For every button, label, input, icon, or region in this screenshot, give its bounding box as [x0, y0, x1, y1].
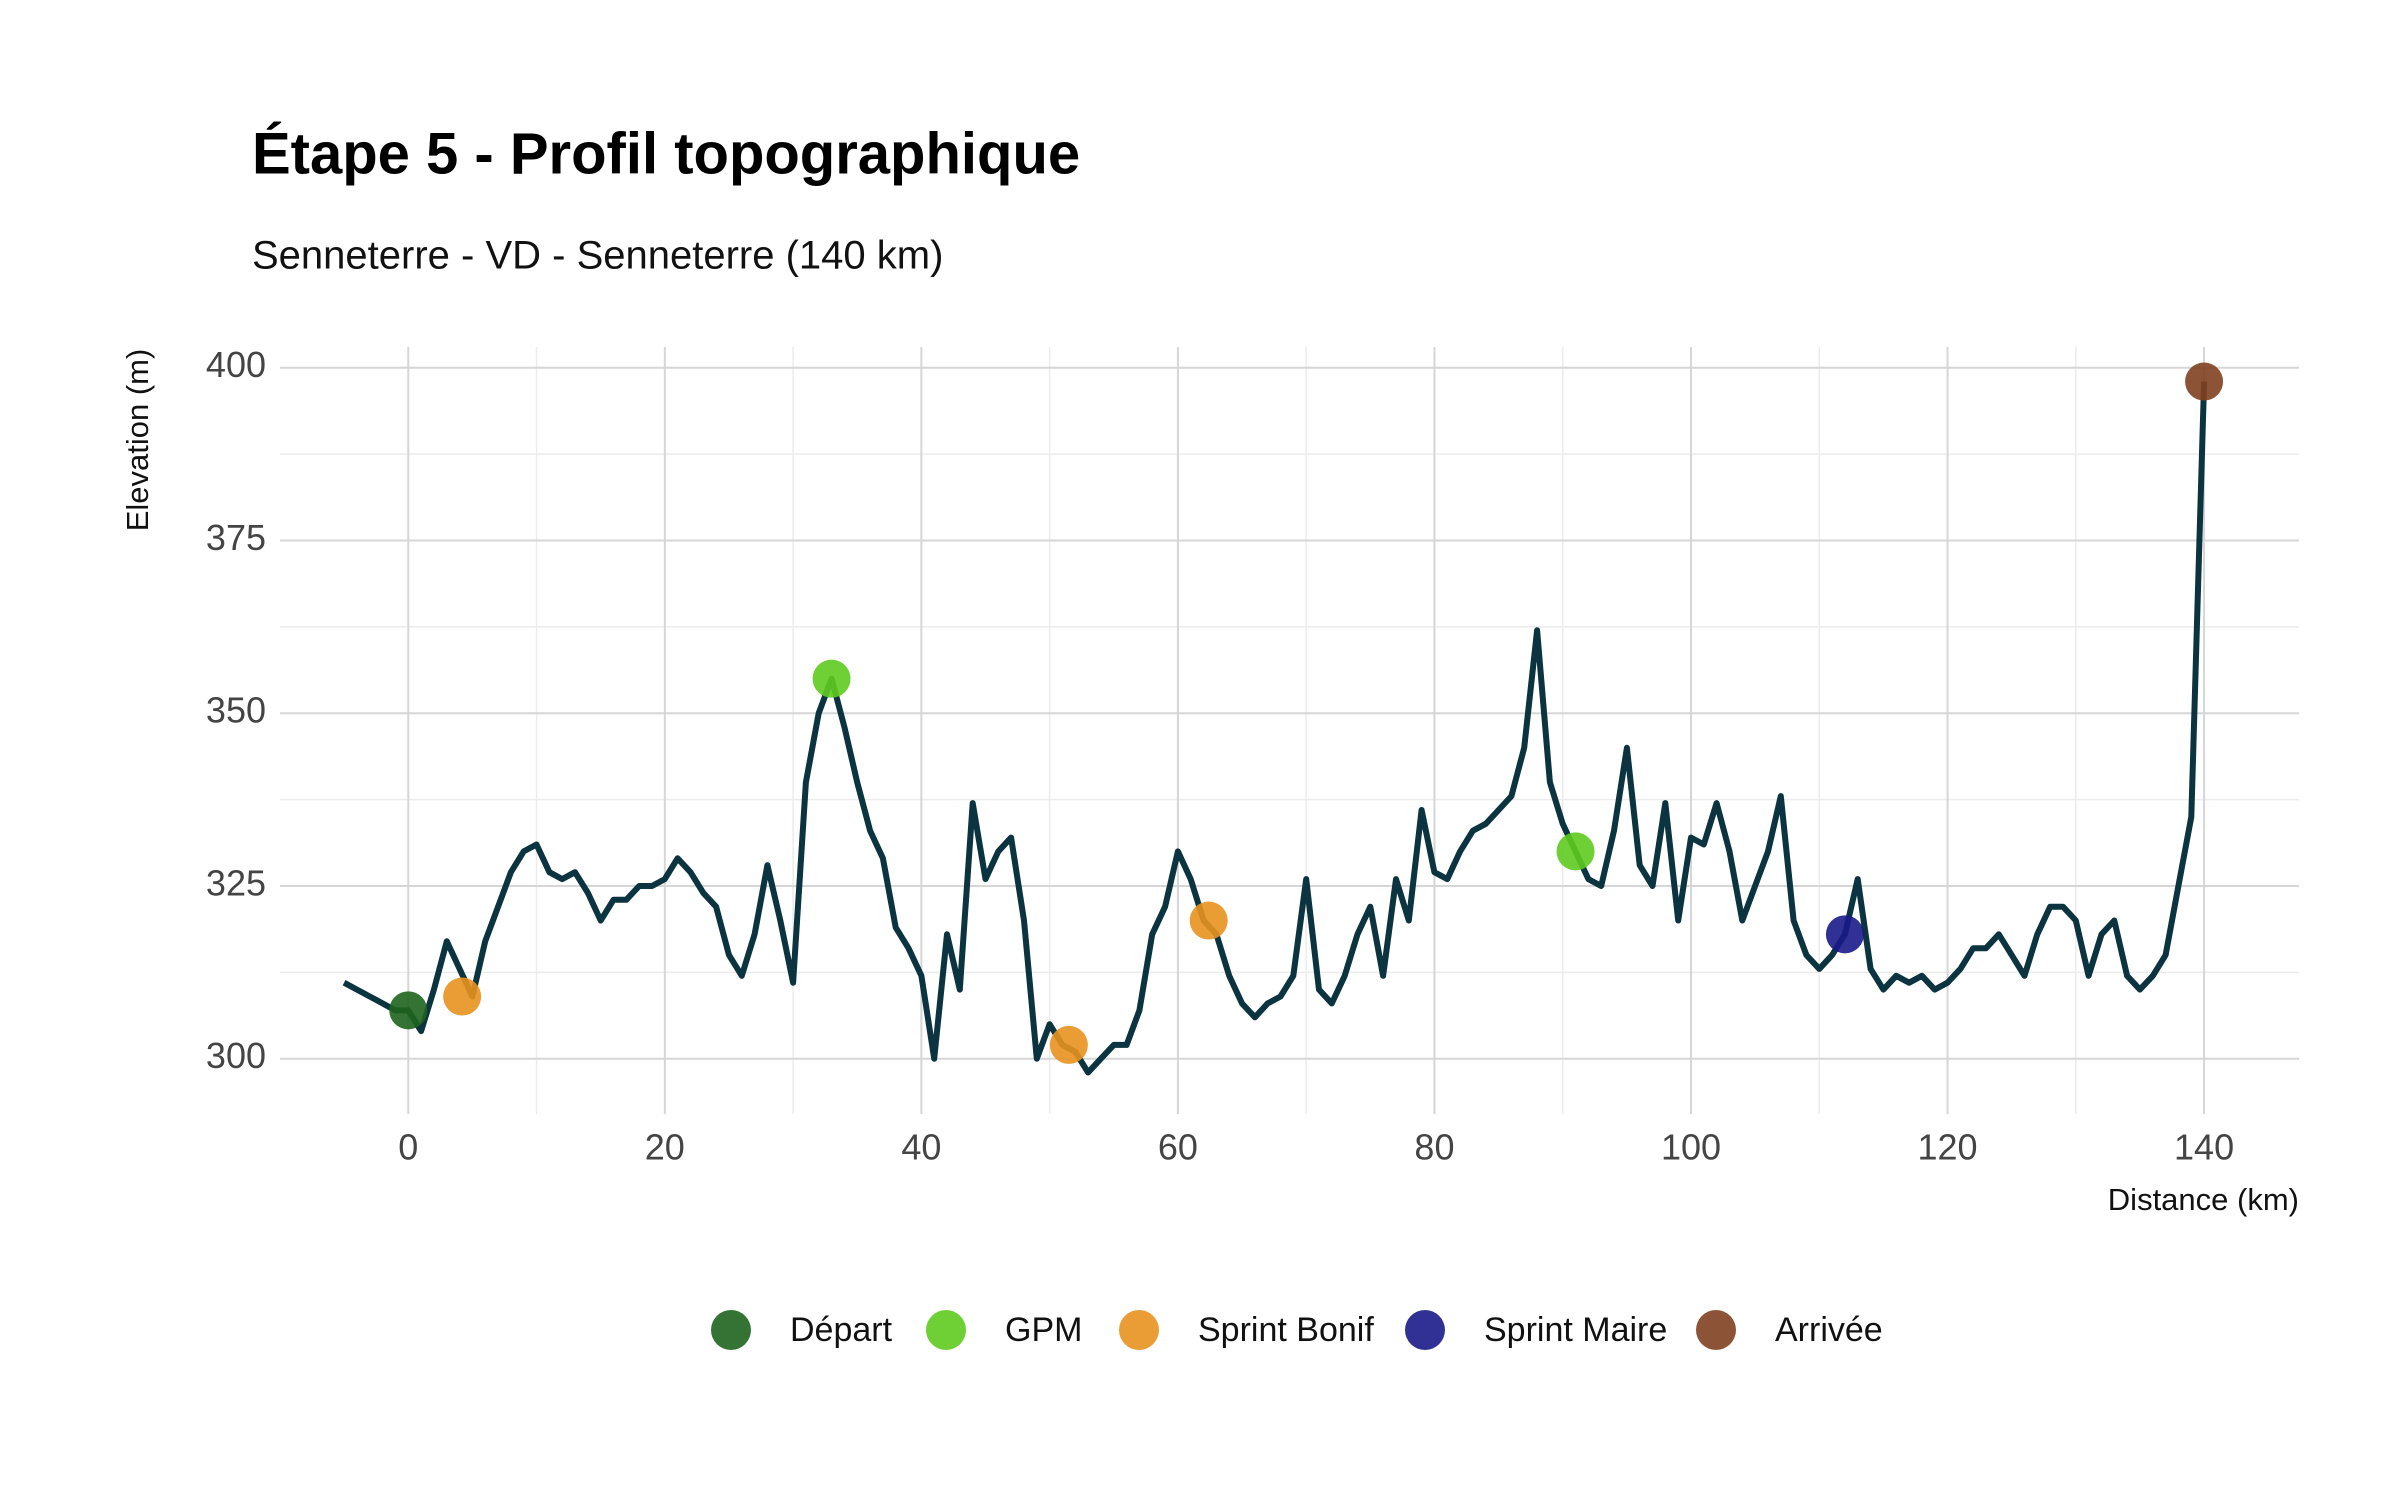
legend-label: GPM	[1005, 1311, 1082, 1349]
waypoint	[1825, 915, 1864, 954]
legend-swatch	[711, 1310, 751, 1350]
legend-swatch	[1119, 1310, 1159, 1350]
waypoint	[1189, 901, 1228, 940]
x-tick-label: 120	[1917, 1127, 1977, 1168]
x-tick-label: 140	[2174, 1127, 2234, 1168]
waypoint	[1049, 1025, 1088, 1064]
y-axis-title: Elevation (m)	[120, 349, 155, 532]
legend-label: Arrivée	[1775, 1311, 1883, 1349]
waypoint	[443, 977, 482, 1016]
waypoint	[389, 991, 428, 1030]
y-tick-label: 350	[206, 690, 266, 731]
y-tick-label: 300	[206, 1035, 266, 1076]
elevation-line	[342, 381, 2208, 1076]
y-tick-label: 375	[206, 517, 266, 558]
waypoint	[2185, 362, 2224, 401]
legend-swatch	[1696, 1310, 1736, 1350]
legend-swatch	[926, 1310, 966, 1350]
y-tick-label: 400	[206, 344, 266, 385]
legend-label: Sprint Maire	[1484, 1311, 1667, 1349]
chart-subtitle: Senneterre - VD - Senneterre (140 km)	[252, 234, 943, 278]
x-tick-label: 100	[1661, 1127, 1721, 1168]
waypoint	[812, 659, 851, 698]
chart-title: Étape 5 - Profil topographique	[252, 121, 1080, 186]
waypoint	[1556, 832, 1595, 871]
x-tick-label: 20	[645, 1127, 685, 1168]
x-tick-label: 60	[1158, 1127, 1198, 1168]
x-tick-label: 0	[398, 1127, 418, 1168]
x-tick-label: 40	[901, 1127, 941, 1168]
legend-swatch	[1405, 1310, 1445, 1350]
legend-label: Départ	[790, 1311, 893, 1349]
y-tick-label: 325	[206, 862, 266, 903]
legend-label: Sprint Bonif	[1198, 1311, 1374, 1349]
x-axis-title: Distance (km)	[2108, 1182, 2299, 1217]
x-tick-label: 80	[1414, 1127, 1454, 1168]
